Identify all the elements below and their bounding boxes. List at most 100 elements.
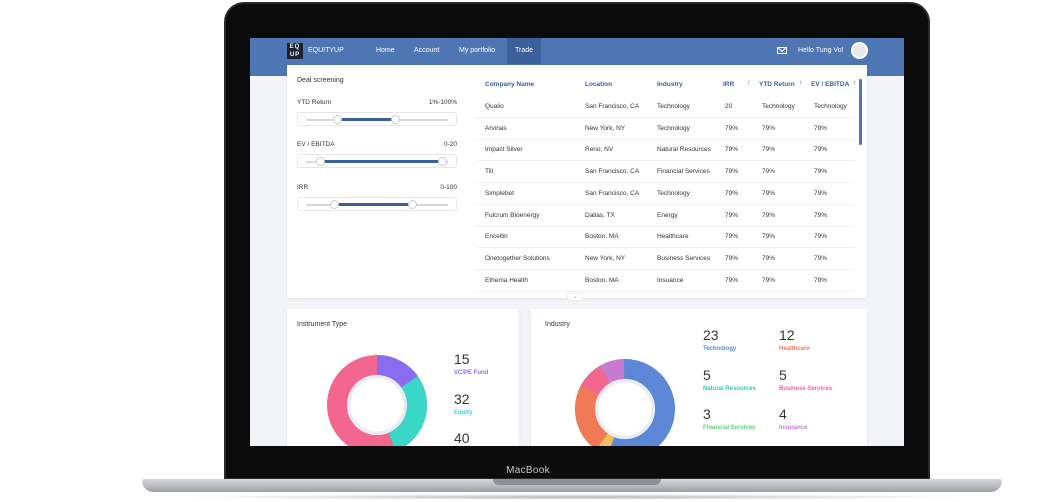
table-cell: Financial Services — [657, 168, 710, 176]
table-cell: 79% — [725, 254, 739, 262]
filter-range-irr: 0-100 — [440, 184, 457, 191]
col-industry[interactable]: Industry — [657, 81, 683, 88]
app-screen: EQ UP EQUITYUP Home Account My portfolio… — [250, 38, 904, 446]
avatar[interactable] — [851, 42, 868, 59]
table-cell: 79% — [725, 276, 739, 284]
laptop-base — [142, 479, 1002, 492]
industry-value-technology: 23 — [703, 327, 719, 343]
table-row[interactable]: Onetogether Solutions New York, NY Busines… — [475, 248, 855, 270]
col-ytd-return[interactable]: YTD Return — [759, 81, 795, 88]
table-cell: 79% — [814, 189, 828, 197]
slider-max-handle[interactable] — [408, 200, 418, 209]
instrument-label-vcpe: VC/PE Fund — [454, 370, 489, 376]
table-cell: 79% — [814, 276, 828, 284]
table-cell: Ethema Health — [485, 276, 528, 284]
industry-label-business-services: Business Services — [779, 386, 833, 392]
industry-value-natural-resources: 5 — [703, 367, 711, 383]
instrument-label-equity: Equity — [454, 410, 473, 416]
table-cell: 79% — [762, 233, 776, 241]
col-irr[interactable]: IRR — [723, 81, 735, 88]
industry-label-insurance: Insurance — [779, 425, 808, 431]
table-cell: Technology — [657, 103, 690, 110]
table-cell: New York, NY — [585, 124, 626, 132]
table-cell: 79% — [814, 211, 828, 219]
col-ev-ebitda[interactable]: EV / EBITDA — [811, 81, 850, 88]
table-row[interactable]: Till San Francisco, CA Financial Services 7… — [475, 161, 855, 184]
user-greeting[interactable]: Hello Tung Vo! — [798, 47, 844, 54]
table-row[interactable]: Arvinas New York, NY Technology 79% 79% 79% — [475, 118, 855, 140]
chevron-down-icon[interactable]: ⌄ — [567, 293, 583, 301]
table-cell: Healthcare — [657, 233, 689, 241]
table-scrollbar[interactable] — [859, 79, 862, 145]
mail-icon[interactable] — [777, 47, 787, 54]
table-row[interactable]: Fulcrum Bioenergy Dallas, TX Energy 79% 79% 7… — [475, 205, 855, 227]
table-cell: Fulcrum Bioenergy — [485, 211, 540, 219]
slider-fill — [320, 160, 443, 163]
table-cell: Encellin — [485, 233, 508, 241]
ytd-return-slider[interactable] — [297, 112, 457, 126]
table-cell: 79% — [725, 168, 739, 176]
donut-inner-ring — [595, 379, 655, 439]
donut-inner-ring — [347, 375, 407, 435]
nav-home[interactable]: Home — [376, 47, 395, 54]
table-cell: 79% — [814, 124, 828, 132]
sort-arrow-icon[interactable]: ↑ — [799, 80, 803, 87]
table-cell: Till — [485, 168, 494, 176]
sort-arrow-icon[interactable]: ↑ — [747, 80, 751, 87]
table-row[interactable]: Ethema Health Boston, MA Insuance 79% 79% 79% — [475, 270, 855, 292]
table-cell: Technology — [814, 103, 847, 110]
table-row[interactable]: Simplebet San Francisco, CA Technology 79% 7… — [475, 183, 855, 205]
col-location[interactable]: Location — [585, 81, 613, 88]
instrument-type-title: Instrument Type — [297, 321, 348, 328]
donut-segment-equity — [327, 355, 427, 446]
table-cell: Boston, MA — [585, 276, 619, 284]
table-cell: 79% — [725, 233, 739, 241]
filter-label-ytd: YTD Return — [297, 99, 332, 106]
filter-label-ev: EV / EBITDA — [297, 141, 335, 148]
instrument-value-equity: 32 — [454, 391, 470, 407]
table-cell: Technology — [657, 189, 690, 197]
instrument-donut-chart — [327, 355, 427, 446]
table-cell: Onetogether Solutions — [485, 254, 550, 262]
slider-max-handle[interactable] — [390, 115, 400, 124]
ev-ebitda-slider[interactable] — [297, 154, 457, 168]
table-cell: 79% — [725, 146, 739, 154]
table-cell: Business Services — [657, 254, 711, 262]
nav-my-portfolio[interactable]: My portfolio — [459, 47, 496, 54]
irr-slider[interactable] — [297, 197, 457, 211]
table-cell: 79% — [814, 168, 828, 176]
table-header: Company Name Location Industry IRR ↑ YTD… — [475, 65, 867, 88]
industry-label-healthcare: Healthcare — [779, 346, 810, 352]
col-company-name[interactable]: Company Name — [485, 81, 535, 88]
slider-min-handle[interactable] — [330, 200, 340, 209]
logo-mark[interactable]: EQ UP — [287, 43, 303, 59]
slider-fill — [334, 203, 413, 206]
nav-account[interactable]: Account — [414, 47, 440, 54]
industry-value-healthcare: 12 — [779, 327, 795, 343]
table-cell: 79% — [762, 254, 776, 262]
table-cell: Reno, NV — [585, 146, 614, 154]
table-row[interactable]: Qualio San Francisco, CA Technology 20 Techn… — [475, 96, 855, 118]
table-row[interactable]: Impact Silver Reno, NV Natural Resources 79… — [475, 139, 855, 162]
table-row[interactable]: Encellin Boston, MA Healthcare 79% 79% 79% — [475, 226, 855, 249]
instrument-value-other: 40 — [454, 430, 470, 446]
table-cell: 79% — [762, 168, 776, 176]
table-cell: Insuance — [657, 276, 684, 284]
sort-arrow-icon[interactable]: ↑ — [853, 80, 857, 87]
deal-screening-card: Deal screening YTD Return 1%-100% EV / E… — [287, 65, 867, 301]
slider-max-handle[interactable] — [438, 157, 448, 166]
industry-value-insurance: 4 — [779, 406, 787, 422]
table-cell: 79% — [762, 211, 776, 219]
slider-min-handle[interactable] — [333, 115, 343, 124]
industry-label-financial-services: Financial Services — [703, 425, 756, 431]
table-cell: 79% — [814, 254, 828, 262]
table-cell: 79% — [762, 124, 776, 132]
logo-text[interactable]: EQUITYUP — [308, 47, 344, 54]
table-cell: Boston, MA — [585, 233, 619, 241]
table-cell: 79% — [762, 146, 776, 154]
filter-label-irr: IRR — [297, 184, 309, 191]
slider-min-handle[interactable] — [315, 157, 325, 166]
table-cell: San Francisco, CA — [585, 103, 640, 110]
nav-trade[interactable]: Trade — [507, 38, 542, 64]
table-cell: 20 — [725, 103, 733, 110]
